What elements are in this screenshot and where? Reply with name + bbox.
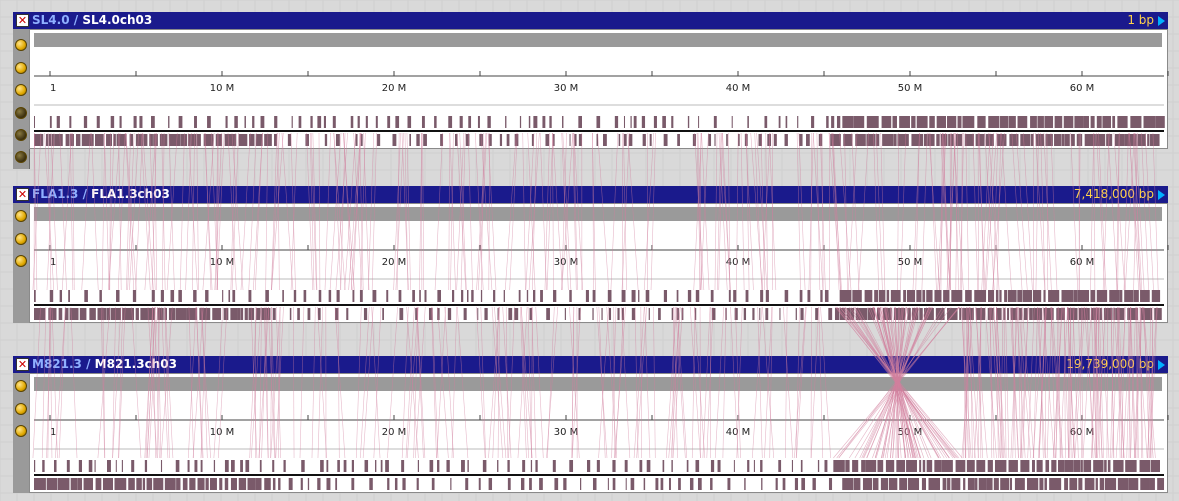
bp-position-label: 19,739,000 bp (1066, 357, 1154, 371)
tick-label: 50 M (898, 427, 923, 438)
handle-dot-icon[interactable] (15, 84, 27, 96)
handle-dot-icon[interactable] (15, 210, 27, 222)
ruler: 1 10 M 20 M 30 M 40 M 50 M 60 M (34, 245, 1169, 320)
tick-label: 60 M (1070, 257, 1095, 268)
tick-label: 50 M (898, 83, 923, 94)
track-m8213: ✕ M821.3 / M821.3ch03 19,739,000 bp 1 10 … (13, 356, 1169, 493)
title-separator: / (73, 13, 79, 27)
track-panel[interactable]: 1 10 M 20 M 30 M 40 M 50 M 60 M (29, 29, 1169, 149)
tick-label: 1 (50, 427, 56, 438)
track-title-bar[interactable]: ✕ M821.3 / M821.3ch03 19,739,000 bp (13, 356, 1168, 373)
handle-dot-icon[interactable] (15, 380, 27, 392)
ruler: 1 10 M 20 M 30 M 40 M 50 M 60 M (34, 415, 1169, 490)
ruler: 1 10 M 20 M 30 M 40 M 50 M 60 M (34, 71, 1169, 146)
tick-label: 40 M (726, 257, 751, 268)
track-sl40: ✕ SL4.0 / SL4.0ch03 1 bp 1 10 M 20 M 30 M 40… (13, 12, 1169, 169)
handle-dot-icon[interactable] (15, 425, 27, 437)
close-icon[interactable]: ✕ (16, 358, 29, 371)
tick-label: 60 M (1070, 427, 1095, 438)
assembly-name: M821.3 (32, 357, 82, 371)
handle-dot-icon[interactable] (15, 403, 27, 415)
close-icon[interactable]: ✕ (16, 14, 29, 27)
tick-label: 30 M (554, 83, 579, 94)
bp-position-label: 1 bp (1127, 13, 1154, 27)
tick-label: 30 M (554, 427, 579, 438)
chromosome-name: M821.3ch03 (94, 357, 177, 371)
chromosome-overview[interactable] (34, 33, 1162, 47)
assembly-name: FLA1.3 (32, 187, 79, 201)
track-sidebar (13, 186, 30, 323)
handle-dot-icon[interactable] (15, 151, 27, 163)
chromosome-name: FLA1.3ch03 (91, 187, 170, 201)
handle-dot-icon[interactable] (15, 107, 27, 119)
tick-label: 20 M (382, 257, 407, 268)
track-title-bar[interactable]: ✕ SL4.0 / SL4.0ch03 1 bp (13, 12, 1168, 29)
tick-label: 10 M (210, 83, 235, 94)
track-panel[interactable]: 1 10 M 20 M 30 M 40 M 50 M 60 M (29, 203, 1169, 323)
track-fla13: ✕ FLA1.3 / FLA1.3ch03 7,418,000 bp 1 10 M… (13, 186, 1169, 323)
tick-label: 1 (50, 257, 56, 268)
handle-dot-icon[interactable] (15, 129, 27, 141)
tick-label: 10 M (210, 257, 235, 268)
tick-label: 10 M (210, 427, 235, 438)
arrow-right-icon[interactable] (1158, 190, 1165, 200)
handle-dot-icon[interactable] (15, 62, 27, 74)
tick-label: 30 M (554, 257, 579, 268)
bp-position-label: 7,418,000 bp (1073, 187, 1154, 201)
tick-label: 1 (50, 83, 56, 94)
track-title-bar[interactable]: ✕ FLA1.3 / FLA1.3ch03 7,418,000 bp (13, 186, 1168, 203)
tick-label: 50 M (898, 257, 923, 268)
tick-label: 20 M (382, 83, 407, 94)
chromosome-name: SL4.0ch03 (82, 13, 153, 27)
track-panel[interactable]: 1 10 M 20 M 30 M 40 M 50 M 60 M (29, 373, 1169, 493)
tick-label: 40 M (726, 427, 751, 438)
arrow-right-icon[interactable] (1158, 360, 1165, 370)
title-separator: / (86, 357, 91, 371)
close-icon[interactable]: ✕ (16, 188, 29, 201)
assembly-name: SL4.0 (32, 13, 70, 27)
tick-label: 60 M (1070, 83, 1095, 94)
track-sidebar (13, 12, 30, 169)
title-separator: / (82, 187, 87, 201)
arrow-right-icon[interactable] (1158, 16, 1165, 26)
handle-dot-icon[interactable] (15, 39, 27, 51)
handle-dot-icon[interactable] (15, 255, 27, 267)
track-sidebar (13, 356, 30, 493)
handle-dot-icon[interactable] (15, 233, 27, 245)
tick-label: 40 M (726, 83, 751, 94)
tick-label: 20 M (382, 427, 407, 438)
